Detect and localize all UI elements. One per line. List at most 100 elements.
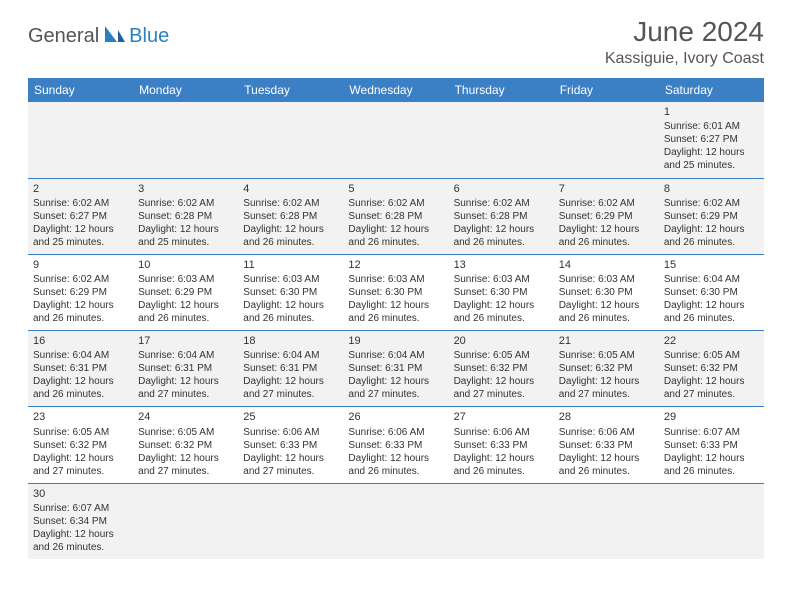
sunset-text: Sunset: 6:32 PM xyxy=(33,439,128,452)
calendar-cell xyxy=(554,102,659,178)
daylight-text: Daylight: 12 hours xyxy=(138,223,233,236)
daylight-text: Daylight: 12 hours xyxy=(33,528,128,541)
calendar-cell: 9Sunrise: 6:02 AMSunset: 6:29 PMDaylight… xyxy=(28,254,133,330)
daylight-text: Daylight: 12 hours xyxy=(243,223,338,236)
sunset-text: Sunset: 6:31 PM xyxy=(33,362,128,375)
daylight-text: and 26 minutes. xyxy=(559,236,654,249)
calendar-cell: 23Sunrise: 6:05 AMSunset: 6:32 PMDayligh… xyxy=(28,407,133,483)
day-number: 17 xyxy=(138,334,233,348)
daylight-text: Daylight: 12 hours xyxy=(243,452,338,465)
sunrise-text: Sunrise: 6:03 AM xyxy=(454,273,549,286)
day-header: Tuesday xyxy=(238,78,343,102)
daylight-text: Daylight: 12 hours xyxy=(33,375,128,388)
calendar-cell: 6Sunrise: 6:02 AMSunset: 6:28 PMDaylight… xyxy=(449,178,554,254)
sunrise-text: Sunrise: 6:05 AM xyxy=(664,349,759,362)
calendar-cell: 3Sunrise: 6:02 AMSunset: 6:28 PMDaylight… xyxy=(133,178,238,254)
sunrise-text: Sunrise: 6:02 AM xyxy=(454,197,549,210)
logo: General Blue xyxy=(28,24,169,49)
calendar-row: 16Sunrise: 6:04 AMSunset: 6:31 PMDayligh… xyxy=(28,331,764,407)
day-number: 8 xyxy=(664,182,759,196)
daylight-text: and 25 minutes. xyxy=(33,236,128,249)
day-number: 18 xyxy=(243,334,338,348)
calendar-row: 9Sunrise: 6:02 AMSunset: 6:29 PMDaylight… xyxy=(28,254,764,330)
day-header: Friday xyxy=(554,78,659,102)
sunrise-text: Sunrise: 6:04 AM xyxy=(243,349,338,362)
sunrise-text: Sunrise: 6:03 AM xyxy=(243,273,338,286)
daylight-text: Daylight: 12 hours xyxy=(33,223,128,236)
sunset-text: Sunset: 6:31 PM xyxy=(243,362,338,375)
sunrise-text: Sunrise: 6:07 AM xyxy=(33,502,128,515)
daylight-text: Daylight: 12 hours xyxy=(138,452,233,465)
daylight-text: and 27 minutes. xyxy=(243,388,338,401)
calendar-cell: 21Sunrise: 6:05 AMSunset: 6:32 PMDayligh… xyxy=(554,331,659,407)
calendar-row: 30Sunrise: 6:07 AMSunset: 6:34 PMDayligh… xyxy=(28,483,764,559)
daylight-text: and 26 minutes. xyxy=(243,312,338,325)
calendar-cell: 24Sunrise: 6:05 AMSunset: 6:32 PMDayligh… xyxy=(133,407,238,483)
calendar-cell: 29Sunrise: 6:07 AMSunset: 6:33 PMDayligh… xyxy=(659,407,764,483)
calendar-table: Sunday Monday Tuesday Wednesday Thursday… xyxy=(28,78,764,559)
daylight-text: and 26 minutes. xyxy=(348,312,443,325)
day-number: 11 xyxy=(243,258,338,272)
day-number: 12 xyxy=(348,258,443,272)
day-header-row: Sunday Monday Tuesday Wednesday Thursday… xyxy=(28,78,764,102)
daylight-text: and 26 minutes. xyxy=(33,541,128,554)
daylight-text: Daylight: 12 hours xyxy=(664,223,759,236)
day-number: 21 xyxy=(559,334,654,348)
calendar-cell xyxy=(659,483,764,559)
sunset-text: Sunset: 6:34 PM xyxy=(33,515,128,528)
calendar-cell xyxy=(133,102,238,178)
daylight-text: and 27 minutes. xyxy=(243,465,338,478)
daylight-text: and 26 minutes. xyxy=(138,312,233,325)
sunrise-text: Sunrise: 6:05 AM xyxy=(559,349,654,362)
calendar-cell: 16Sunrise: 6:04 AMSunset: 6:31 PMDayligh… xyxy=(28,331,133,407)
daylight-text: Daylight: 12 hours xyxy=(33,299,128,312)
calendar-cell: 5Sunrise: 6:02 AMSunset: 6:28 PMDaylight… xyxy=(343,178,448,254)
day-header: Thursday xyxy=(449,78,554,102)
calendar-row: 23Sunrise: 6:05 AMSunset: 6:32 PMDayligh… xyxy=(28,407,764,483)
daylight-text: Daylight: 12 hours xyxy=(664,375,759,388)
daylight-text: Daylight: 12 hours xyxy=(664,146,759,159)
daylight-text: Daylight: 12 hours xyxy=(348,299,443,312)
logo-text-blue: Blue xyxy=(129,25,169,48)
sunrise-text: Sunrise: 6:01 AM xyxy=(664,120,759,133)
day-number: 5 xyxy=(348,182,443,196)
daylight-text: and 27 minutes. xyxy=(138,388,233,401)
day-number: 27 xyxy=(454,410,549,424)
calendar-cell: 13Sunrise: 6:03 AMSunset: 6:30 PMDayligh… xyxy=(449,254,554,330)
daylight-text: and 26 minutes. xyxy=(664,312,759,325)
sunrise-text: Sunrise: 6:07 AM xyxy=(664,426,759,439)
sunset-text: Sunset: 6:32 PM xyxy=(664,362,759,375)
day-number: 13 xyxy=(454,258,549,272)
sunrise-text: Sunrise: 6:03 AM xyxy=(348,273,443,286)
daylight-text: Daylight: 12 hours xyxy=(348,375,443,388)
calendar-cell: 17Sunrise: 6:04 AMSunset: 6:31 PMDayligh… xyxy=(133,331,238,407)
day-number: 4 xyxy=(243,182,338,196)
day-header: Sunday xyxy=(28,78,133,102)
sunset-text: Sunset: 6:28 PM xyxy=(243,210,338,223)
sunrise-text: Sunrise: 6:06 AM xyxy=(243,426,338,439)
calendar-cell: 4Sunrise: 6:02 AMSunset: 6:28 PMDaylight… xyxy=(238,178,343,254)
sunset-text: Sunset: 6:32 PM xyxy=(138,439,233,452)
sunset-text: Sunset: 6:33 PM xyxy=(243,439,338,452)
calendar-cell: 20Sunrise: 6:05 AMSunset: 6:32 PMDayligh… xyxy=(449,331,554,407)
day-header: Wednesday xyxy=(343,78,448,102)
day-number: 25 xyxy=(243,410,338,424)
calendar-cell: 2Sunrise: 6:02 AMSunset: 6:27 PMDaylight… xyxy=(28,178,133,254)
calendar-cell: 19Sunrise: 6:04 AMSunset: 6:31 PMDayligh… xyxy=(343,331,448,407)
calendar-cell: 25 Sunrise: 6:06 AMSunset: 6:33 PMDayligh… xyxy=(238,407,343,483)
sunset-text: Sunset: 6:33 PM xyxy=(664,439,759,452)
calendar-row: 1Sunrise: 6:01 AMSunset: 6:27 PMDaylight… xyxy=(28,102,764,178)
sunset-text: Sunset: 6:30 PM xyxy=(454,286,549,299)
calendar-cell: 12Sunrise: 6:03 AMSunset: 6:30 PMDayligh… xyxy=(343,254,448,330)
sunrise-text: Sunrise: 6:03 AM xyxy=(559,273,654,286)
day-number: 19 xyxy=(348,334,443,348)
sunrise-text: Sunrise: 6:05 AM xyxy=(33,426,128,439)
day-number: 3 xyxy=(138,182,233,196)
daylight-text: and 27 minutes. xyxy=(664,388,759,401)
calendar-cell: 11Sunrise: 6:03 AMSunset: 6:30 PMDayligh… xyxy=(238,254,343,330)
sunrise-text: Sunrise: 6:06 AM xyxy=(348,426,443,439)
sunset-text: Sunset: 6:30 PM xyxy=(243,286,338,299)
day-number: 7 xyxy=(559,182,654,196)
sunrise-text: Sunrise: 6:04 AM xyxy=(664,273,759,286)
daylight-text: Daylight: 12 hours xyxy=(454,375,549,388)
